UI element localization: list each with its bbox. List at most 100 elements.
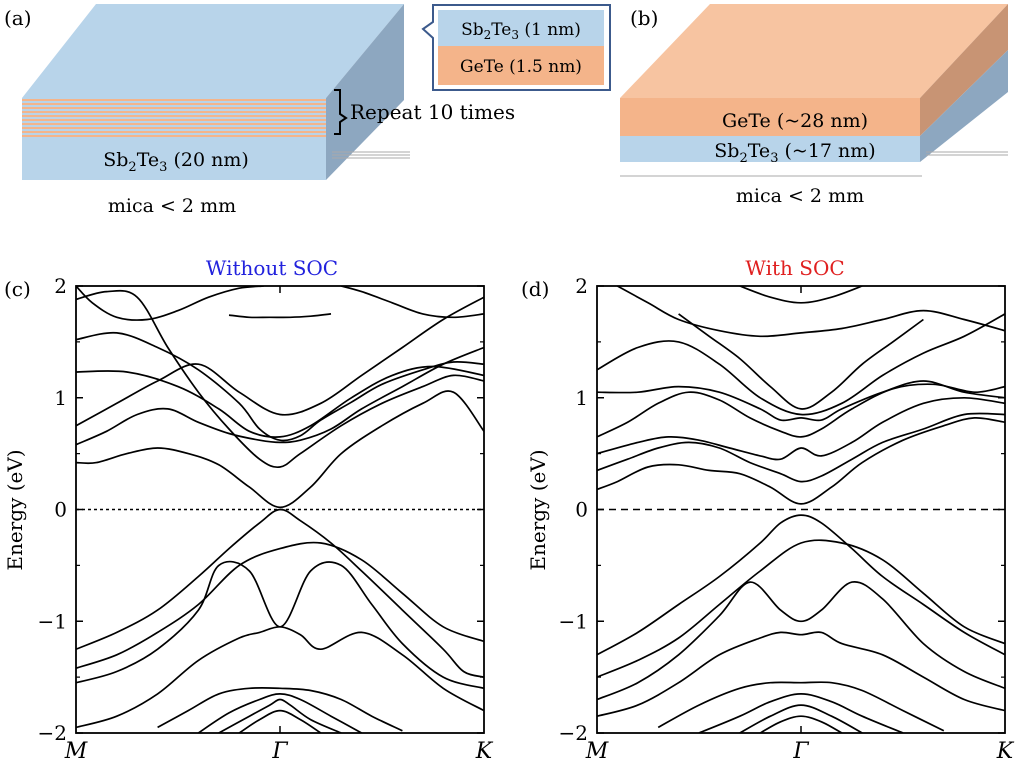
band-line xyxy=(228,313,332,319)
band-line xyxy=(597,514,1005,656)
x-tick-label: M xyxy=(64,739,88,764)
band-line xyxy=(597,412,1005,483)
sb2te3-20nm-layer xyxy=(22,138,326,180)
gete-stripe xyxy=(22,135,326,137)
band-line xyxy=(597,313,1005,416)
panel-c: (c) Without SOC Energy (eV) −2 −1 0 1 2 M Γ K xyxy=(3,256,494,764)
band-line xyxy=(657,681,945,732)
x-tick-label: K xyxy=(996,739,1015,764)
panel-d-label: (d) xyxy=(521,277,549,301)
band-line xyxy=(76,541,484,670)
band-line xyxy=(597,539,1005,678)
band-line xyxy=(157,686,403,732)
panel-c-label: (c) xyxy=(4,277,31,301)
y-tick-label: −1 xyxy=(559,609,588,633)
sb2te3-17nm-layer xyxy=(620,136,920,162)
stack-top-face-b xyxy=(620,4,1008,98)
callout-sb2te3-label: Sb2Te3 (1 nm) xyxy=(461,20,581,42)
gete-stripe xyxy=(22,111,326,113)
gete-28nm-layer xyxy=(620,98,920,136)
band-line xyxy=(76,296,484,427)
repeat-bracket xyxy=(334,89,348,135)
stack-side-face xyxy=(326,4,404,180)
y-tick-label: 1 xyxy=(54,386,67,410)
callout-sb2te3-swatch xyxy=(438,10,604,46)
x-tick-label: K xyxy=(475,739,494,764)
layer-callout: Sb2Te3 (1 nm) GeTe (1.5 nm) xyxy=(421,4,611,91)
band-line xyxy=(597,383,1005,438)
sb2te3-17nm-label: Sb2Te3 (~17 nm) xyxy=(714,140,875,166)
band-line xyxy=(76,346,484,446)
band-line xyxy=(759,715,843,733)
bands xyxy=(76,286,484,733)
y-tick-label: 1 xyxy=(575,386,588,410)
gete-side-face xyxy=(920,4,1008,136)
mica-substrate-lines-b xyxy=(620,151,1008,177)
y-tick-label: −2 xyxy=(559,721,588,745)
x-tick-label: Γ xyxy=(792,739,809,764)
band-line xyxy=(238,709,322,733)
band-chart-without-soc: −2 −1 0 1 2 M Γ K xyxy=(38,274,494,764)
band-line xyxy=(76,289,484,469)
band-line xyxy=(597,380,1005,422)
chart-d-ylabel: Energy (eV) xyxy=(526,449,550,570)
mica-label-b: mica < 2 mm xyxy=(736,185,864,207)
band-line xyxy=(76,365,484,438)
band-line xyxy=(218,698,342,733)
panel-a: (a) Sb2Te3 (20 nm) Repeat 10 times mica … xyxy=(4,4,611,217)
band-line xyxy=(197,693,363,733)
panel-a-label: (a) xyxy=(4,6,32,30)
band-line xyxy=(76,331,484,442)
sb2te3-20nm-label: Sb2Te3 (20 nm) xyxy=(103,149,249,175)
band-line xyxy=(616,286,1005,338)
panel-d: (d) With SOC Energy (eV) −2 −1 0 1 2 M Γ K xyxy=(521,256,1015,764)
gete-stripe xyxy=(22,103,326,105)
y-tick-label: 0 xyxy=(54,498,67,522)
band-line xyxy=(340,286,484,319)
gete-28nm-label: GeTe (~28 nm) xyxy=(722,110,868,132)
sb2te3-side-face xyxy=(920,50,1008,162)
chart-d-title: With SOC xyxy=(745,256,844,280)
band-line xyxy=(597,396,1005,461)
gete-stripe xyxy=(22,107,326,109)
band-line xyxy=(76,625,484,729)
band-line xyxy=(76,390,484,509)
band-line xyxy=(597,417,1005,505)
x-tick-label: M xyxy=(585,739,609,764)
band-line xyxy=(76,286,264,321)
band-line xyxy=(597,631,1005,718)
band-chart-with-soc: −2 −1 0 1 2 M Γ K xyxy=(559,274,1015,764)
gete-stripe xyxy=(22,131,326,133)
y-tick-label: 0 xyxy=(575,498,588,522)
gete-stripe xyxy=(22,127,326,129)
gete-stripe xyxy=(22,119,326,121)
gete-stripe xyxy=(22,99,326,101)
callout-gete-swatch xyxy=(438,46,604,85)
band-line xyxy=(76,560,484,690)
mica-substrate-lines xyxy=(332,151,410,159)
multilayer-stripes xyxy=(22,99,326,137)
bands xyxy=(597,286,1005,733)
band-line xyxy=(76,508,484,678)
y-tick-label: 2 xyxy=(575,274,588,298)
mica-label-a: mica < 2 mm xyxy=(108,195,236,217)
band-line xyxy=(597,581,1005,701)
band-line xyxy=(698,693,904,733)
repeat-label: Repeat 10 times xyxy=(350,100,515,124)
band-line xyxy=(678,313,924,410)
panel-b: (b) GeTe (~28 nm) Sb2Te3 (~17 nm) mica <… xyxy=(620,4,1008,207)
callout-gete-label: GeTe (1.5 nm) xyxy=(460,57,582,77)
panel-b-label: (b) xyxy=(630,6,658,30)
y-tick-label: −2 xyxy=(38,721,67,745)
y-tick-label: 2 xyxy=(54,274,67,298)
x-tick-label: Γ xyxy=(271,739,288,764)
band-line xyxy=(739,704,863,733)
chart-c-title: Without SOC xyxy=(206,256,338,280)
chart-c-ylabel: Energy (eV) xyxy=(3,449,27,570)
stack-top-face xyxy=(22,4,404,98)
band-line xyxy=(739,286,863,304)
y-tick-label: −1 xyxy=(38,609,67,633)
gete-stripe xyxy=(22,123,326,125)
gete-stripe xyxy=(22,115,326,117)
